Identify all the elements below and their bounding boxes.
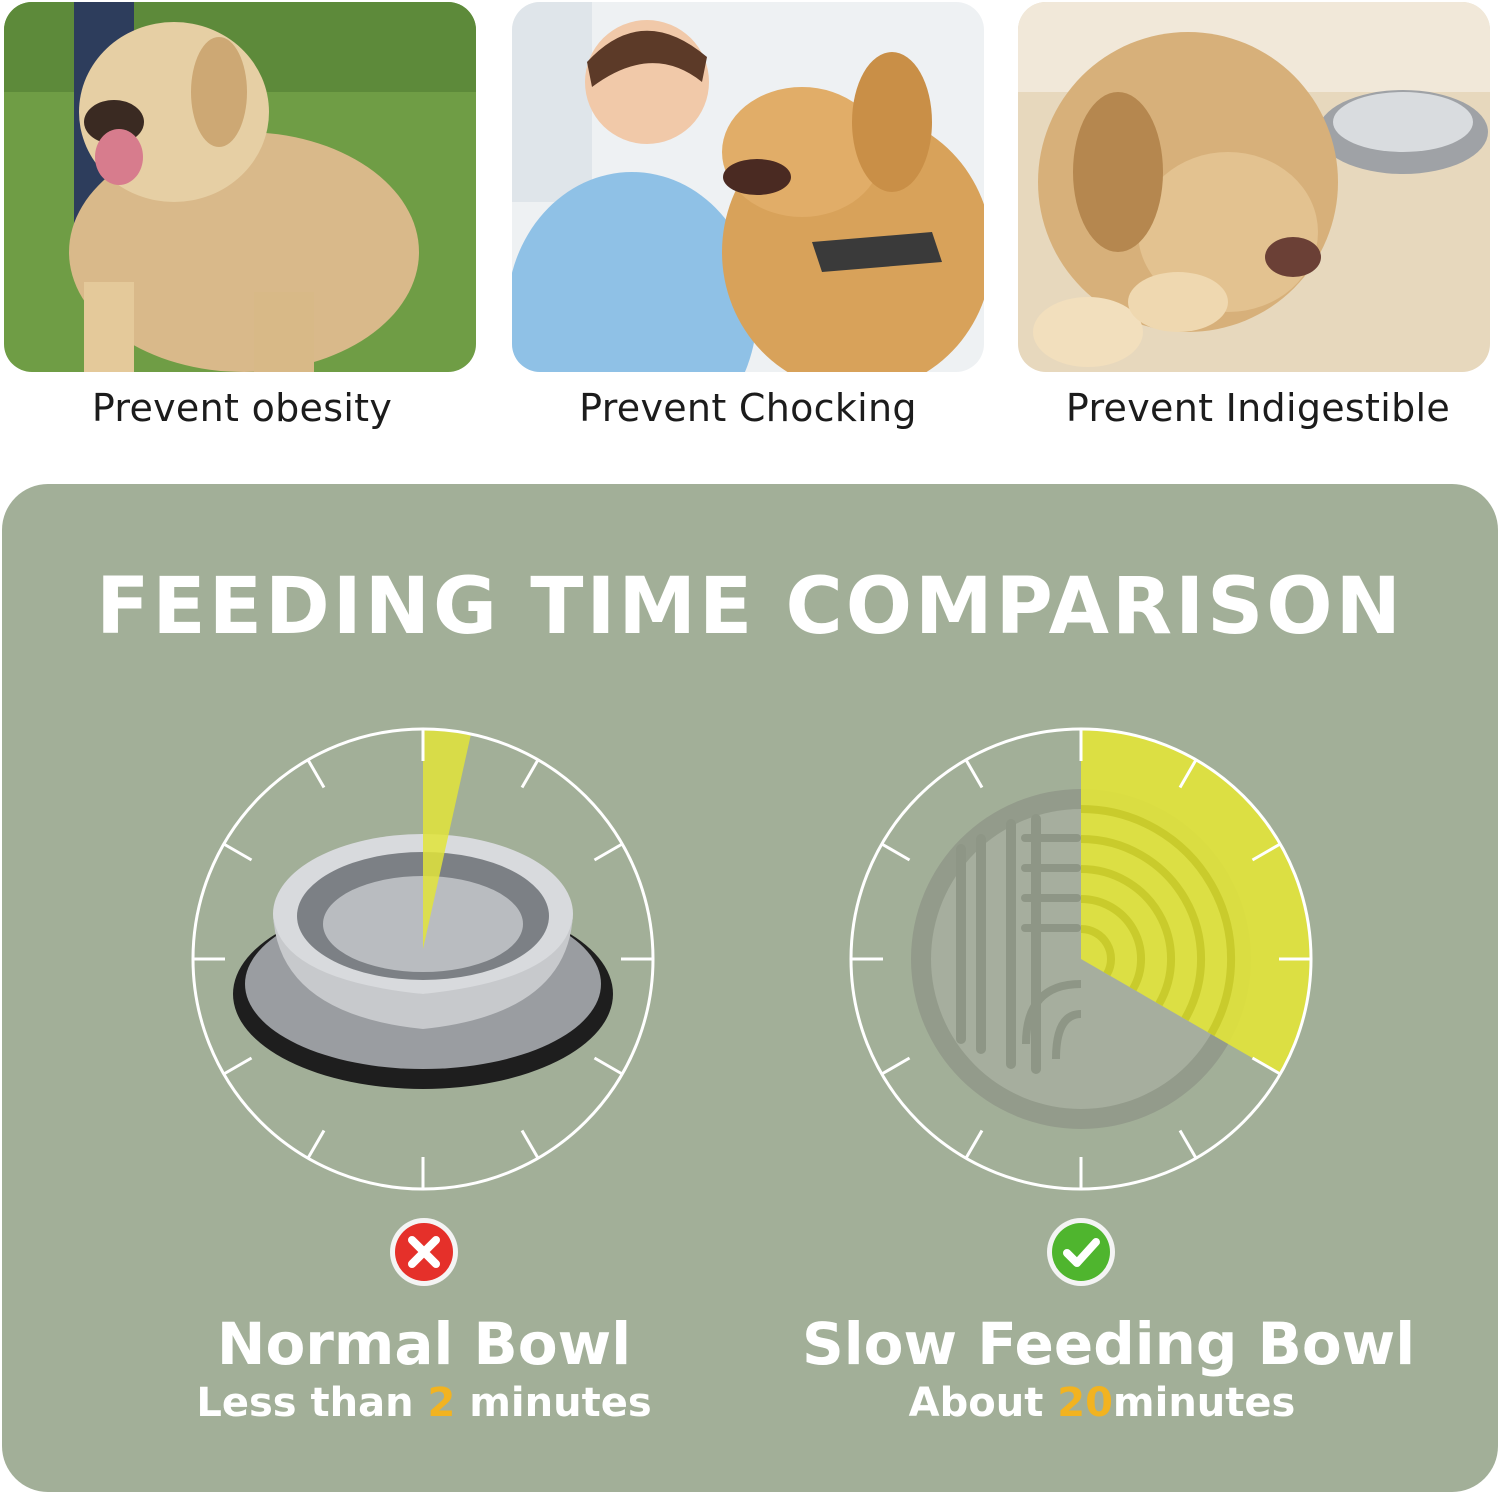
normal-time-suffix: minutes: [455, 1380, 652, 1426]
dial-tick: [520, 1129, 540, 1159]
vet-and-dog-photo: [512, 2, 984, 372]
dial-tick: [520, 759, 540, 789]
slow-bowl-time-sector: [1081, 729, 1311, 1074]
dial-tick: [593, 1056, 623, 1076]
slow-time-prefix: About: [908, 1380, 1058, 1426]
dial-tick: [964, 1129, 984, 1159]
caption-prevent-obesity: Prevent obesity: [91, 386, 393, 430]
vet-dog-illustration: [512, 2, 984, 372]
normal-bowl-name: Normal Bowl: [216, 1310, 632, 1378]
obese-dog-photo: [4, 2, 476, 372]
normal-bowl-image: [233, 834, 613, 1089]
sad-dog-photo: [1018, 2, 1490, 372]
slow-bowl-ridges: [1080, 805, 1236, 1036]
dial-tick: [881, 1056, 911, 1076]
dial-tick: [306, 1129, 326, 1159]
dial-tick: [1251, 1056, 1281, 1076]
dial-tick: [1178, 759, 1198, 789]
check-icon: [1047, 1218, 1115, 1286]
panel-title: FEEDING TIME COMPARISON: [96, 562, 1404, 652]
normal-time-value: 2: [427, 1380, 456, 1426]
caption-prevent-chocking: Prevent Chocking: [579, 386, 917, 430]
feeding-time-comparison-panel: FEEDING TIME COMPARISON: [2, 484, 1498, 1492]
dial-tick: [223, 842, 253, 862]
normal-time-prefix: Less than: [196, 1380, 428, 1426]
dial-tick: [223, 1056, 253, 1076]
normal-bowl-dial-ring: [191, 727, 655, 1191]
slow-time-suffix: minutes: [1112, 1380, 1296, 1426]
cross-icon: [390, 1218, 458, 1286]
dial-tick: [306, 759, 326, 789]
slow-bowl-dial: [846, 724, 1316, 1194]
sad-dog-illustration: [1018, 2, 1490, 372]
slow-bowl-name: Slow Feeding Bowl: [802, 1310, 1416, 1378]
dial-tick: [1251, 842, 1281, 862]
dial-tick: [964, 759, 984, 789]
normal-bowl-time-sector: [423, 729, 471, 949]
normal-bowl-time: Less than 2 minutes: [184, 1380, 664, 1426]
dial-tick: [881, 842, 911, 862]
caption-prevent-indigestible: Prevent Indigestible: [1065, 386, 1451, 430]
slow-bowl-time: About 20minutes: [802, 1380, 1402, 1426]
slow-bowl-dial-ring: [849, 727, 1313, 1191]
slow-time-value: 20: [1057, 1380, 1113, 1426]
obese-dog-illustration: [4, 2, 476, 372]
dial-tick: [593, 842, 623, 862]
dial-tick: [1178, 1129, 1198, 1159]
normal-bowl-dial: [188, 724, 658, 1194]
